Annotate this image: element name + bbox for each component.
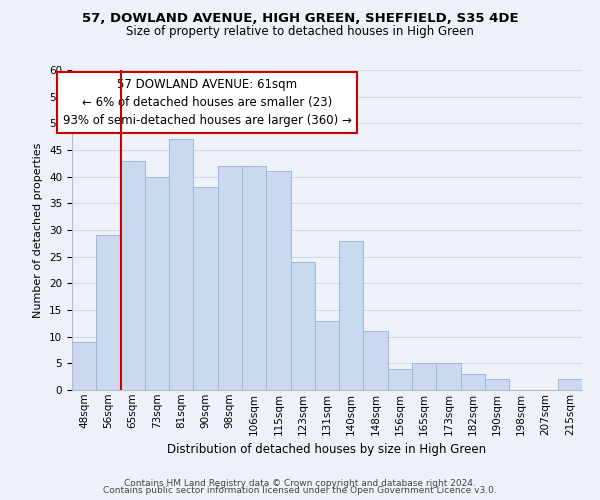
Bar: [364, 332, 388, 390]
Bar: [242, 166, 266, 390]
Bar: [266, 172, 290, 390]
Bar: [339, 240, 364, 390]
Bar: [315, 320, 339, 390]
Bar: [412, 364, 436, 390]
Bar: [558, 380, 582, 390]
Bar: [290, 262, 315, 390]
Text: 57 DOWLAND AVENUE: 61sqm
← 6% of detached houses are smaller (23)
93% of semi-de: 57 DOWLAND AVENUE: 61sqm ← 6% of detache…: [63, 78, 352, 127]
Bar: [485, 380, 509, 390]
Text: Size of property relative to detached houses in High Green: Size of property relative to detached ho…: [126, 25, 474, 38]
Text: 57, DOWLAND AVENUE, HIGH GREEN, SHEFFIELD, S35 4DE: 57, DOWLAND AVENUE, HIGH GREEN, SHEFFIEL…: [82, 12, 518, 26]
Bar: [169, 140, 193, 390]
Bar: [461, 374, 485, 390]
Bar: [72, 342, 96, 390]
X-axis label: Distribution of detached houses by size in High Green: Distribution of detached houses by size …: [167, 443, 487, 456]
Bar: [218, 166, 242, 390]
Bar: [145, 176, 169, 390]
Y-axis label: Number of detached properties: Number of detached properties: [34, 142, 43, 318]
Bar: [388, 368, 412, 390]
Bar: [193, 188, 218, 390]
Bar: [96, 236, 121, 390]
Text: Contains HM Land Registry data © Crown copyright and database right 2024.: Contains HM Land Registry data © Crown c…: [124, 478, 476, 488]
Text: Contains public sector information licensed under the Open Government Licence v3: Contains public sector information licen…: [103, 486, 497, 495]
Bar: [436, 364, 461, 390]
Bar: [121, 160, 145, 390]
